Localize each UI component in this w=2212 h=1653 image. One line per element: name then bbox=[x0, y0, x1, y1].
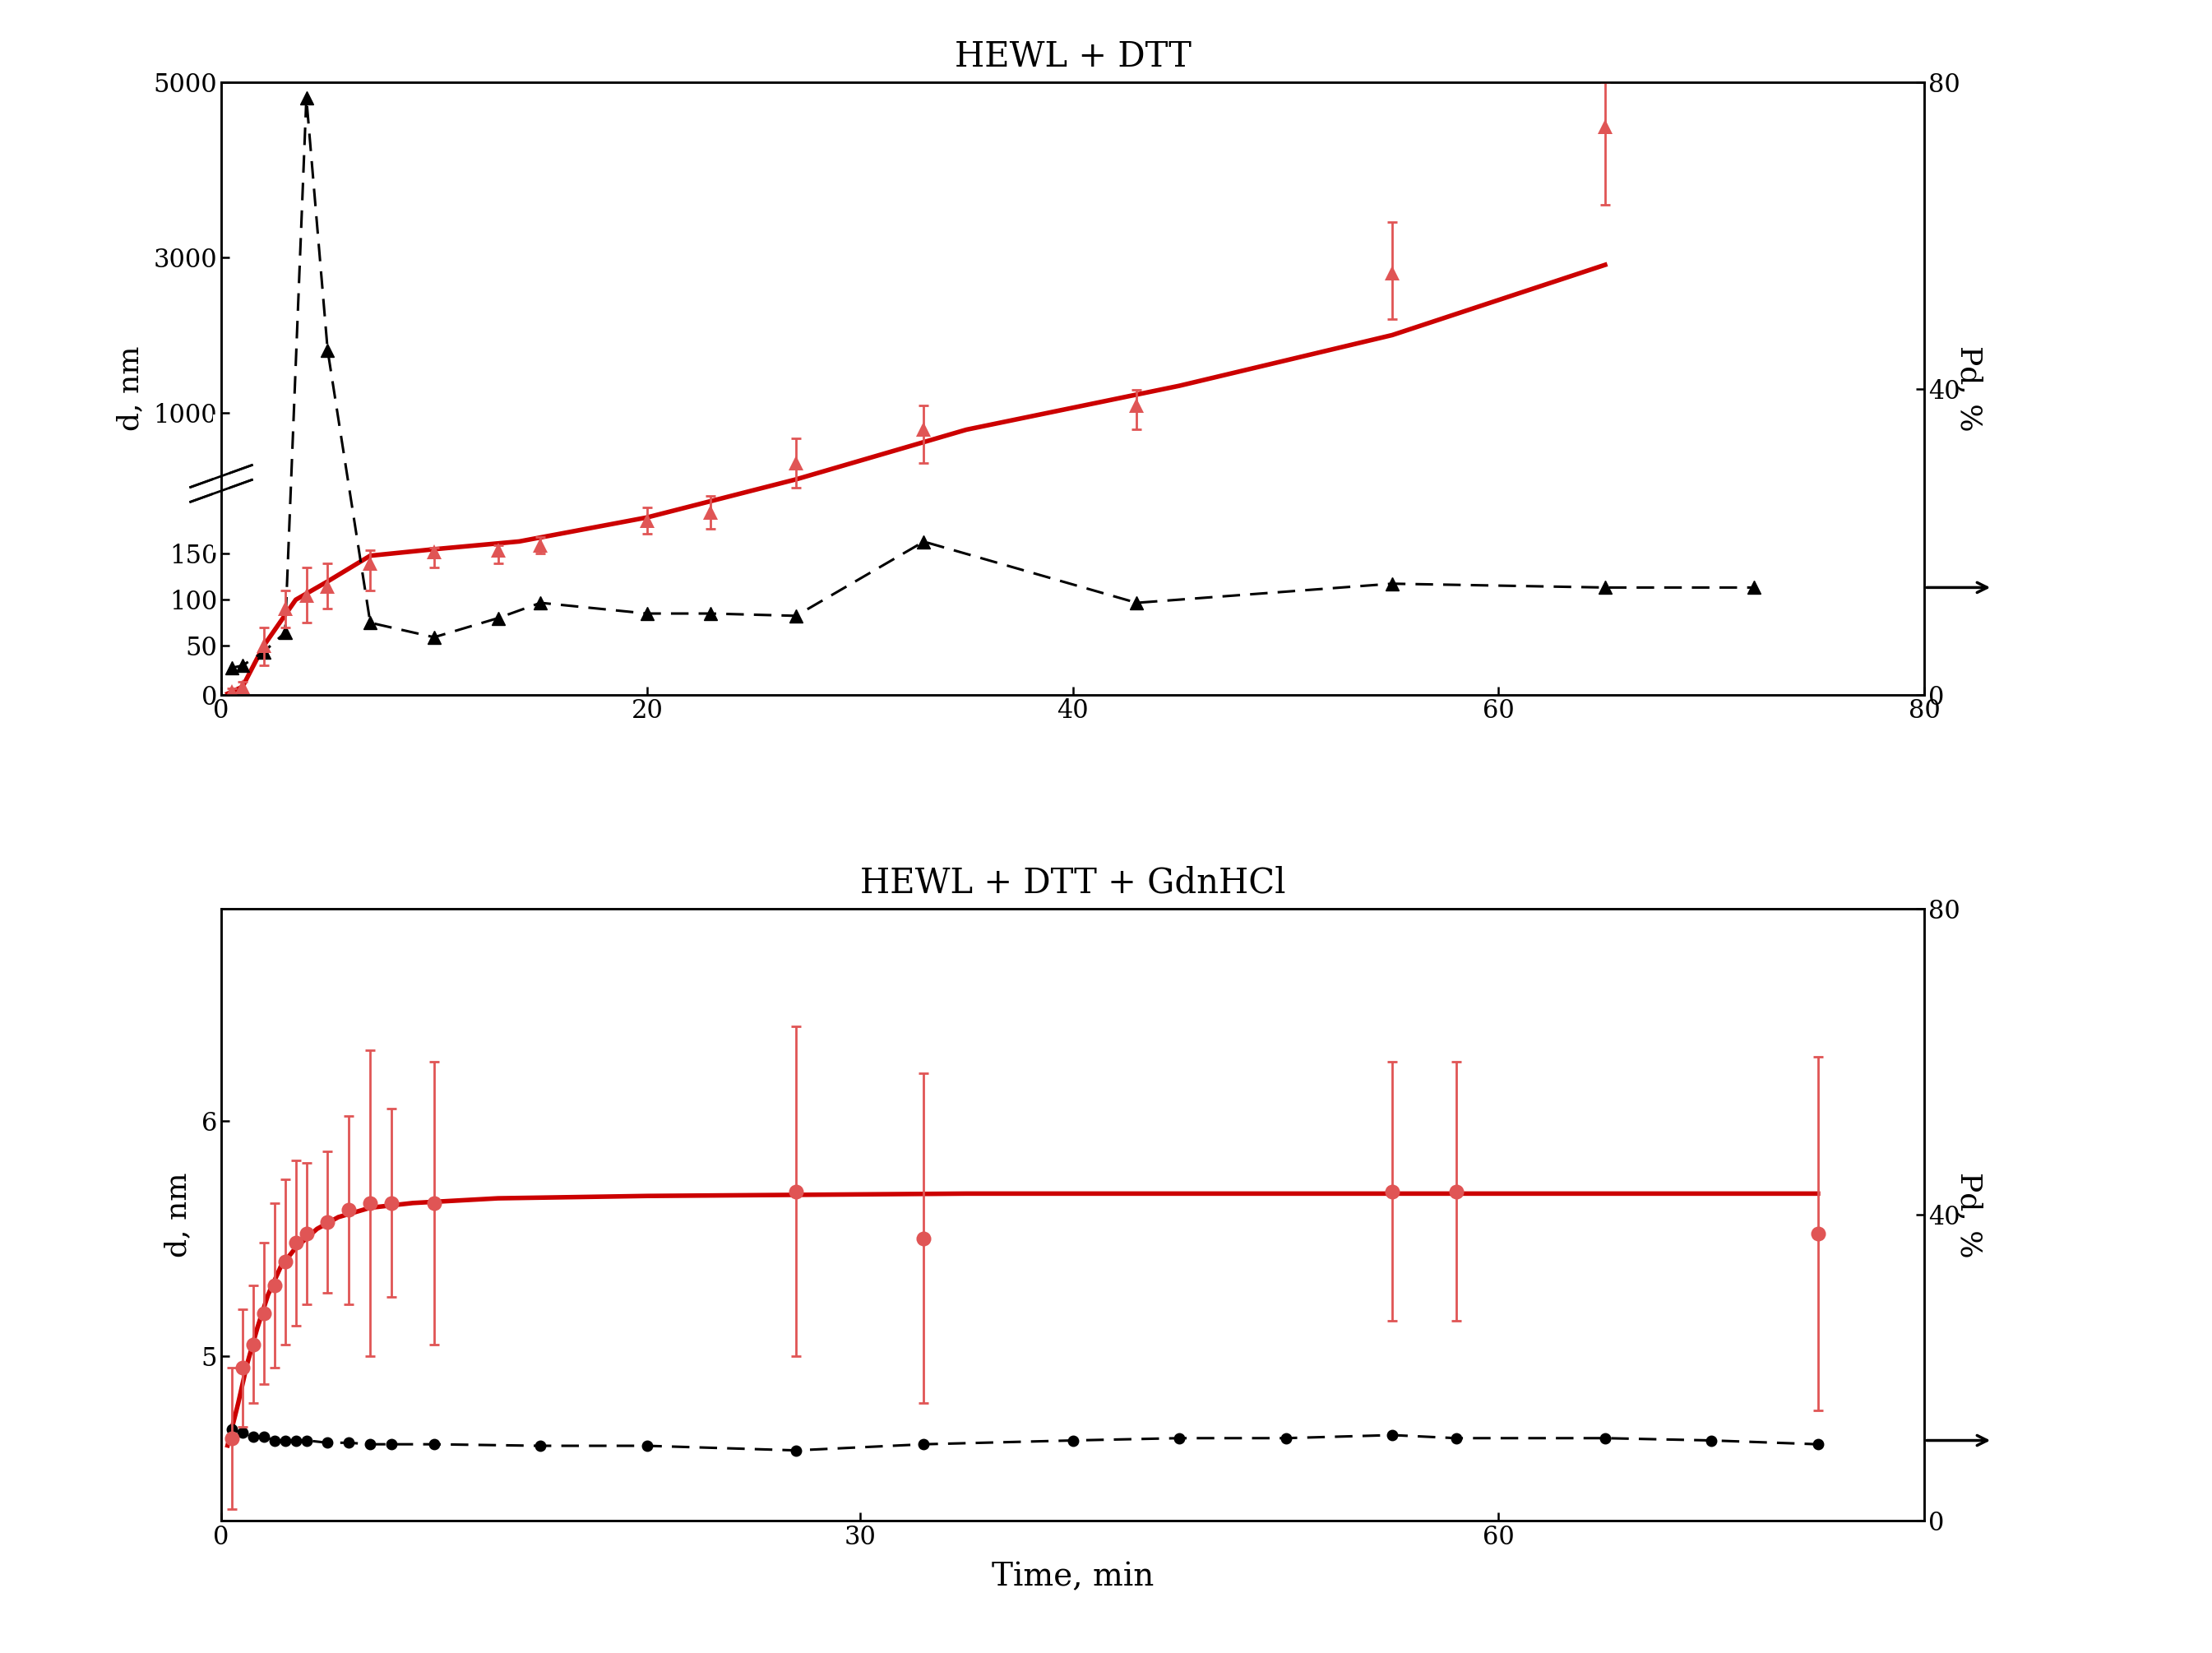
Y-axis label: d, nm: d, nm bbox=[164, 1172, 192, 1258]
Y-axis label: Pd, %: Pd, % bbox=[1955, 345, 1984, 431]
Title: HEWL + DTT + GdnHCl: HEWL + DTT + GdnHCl bbox=[860, 866, 1285, 901]
X-axis label: Time, min: Time, min bbox=[991, 1562, 1155, 1592]
FancyBboxPatch shape bbox=[212, 415, 230, 552]
Title: HEWL + DTT: HEWL + DTT bbox=[953, 40, 1192, 74]
Y-axis label: d, nm: d, nm bbox=[117, 345, 144, 431]
Y-axis label: Pd, %: Pd, % bbox=[1955, 1172, 1984, 1258]
